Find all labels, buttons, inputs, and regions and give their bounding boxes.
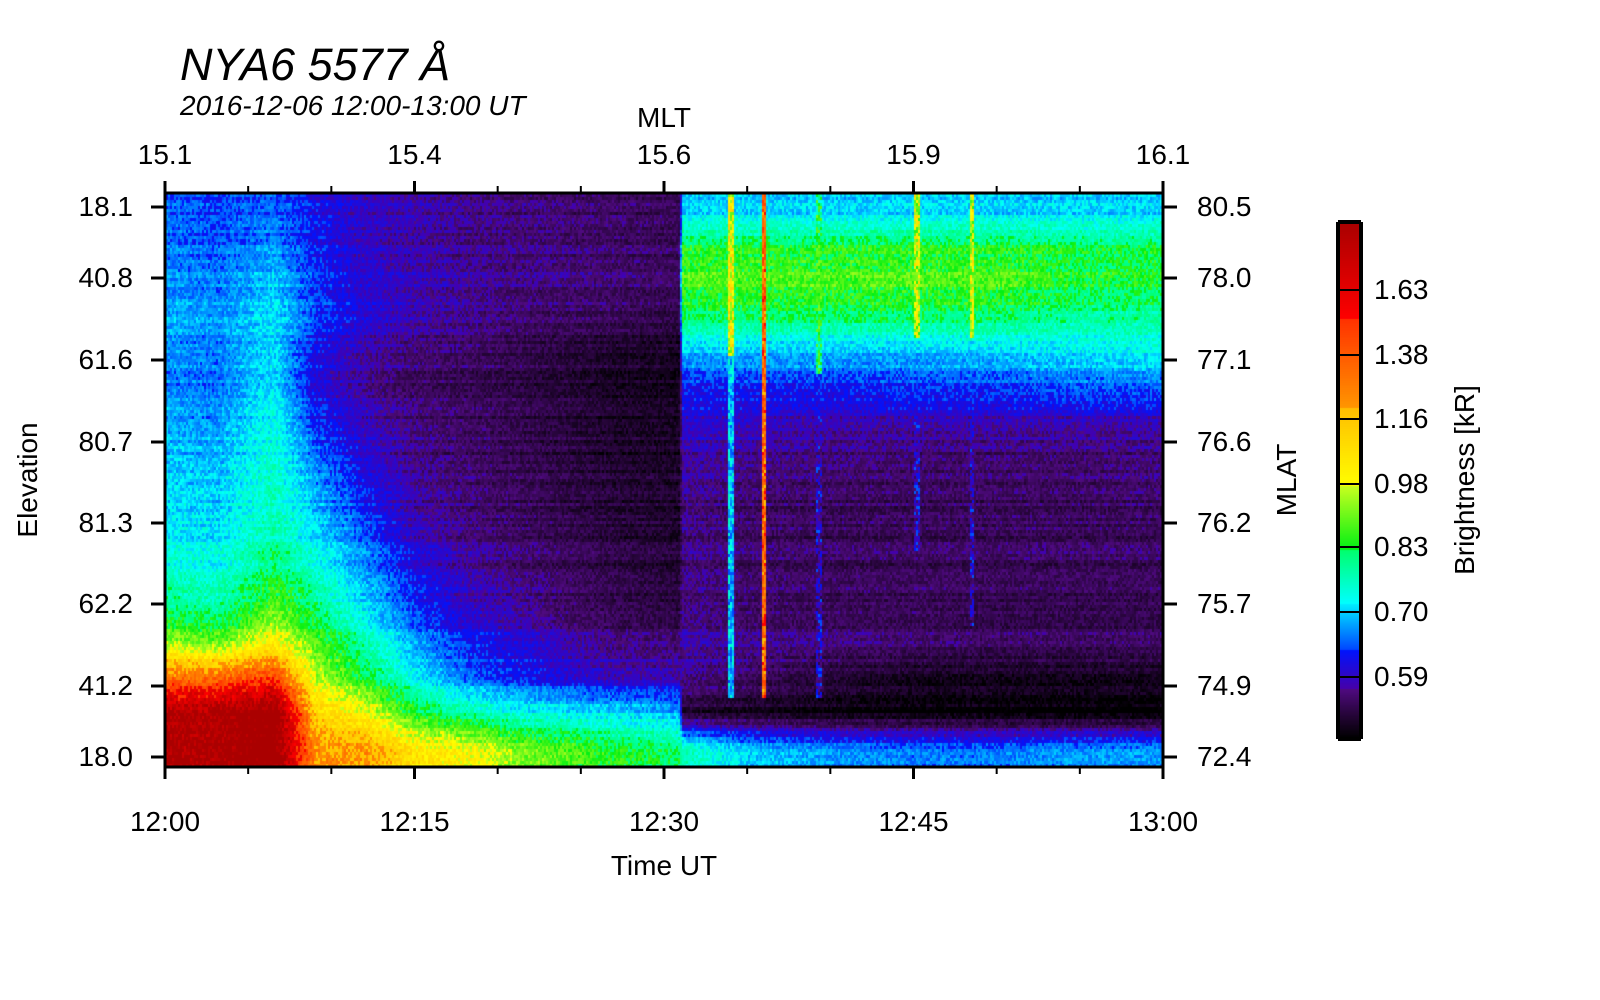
x-top-tick-label: 15.4 — [387, 139, 442, 170]
y-left-tick-label: 18.0 — [78, 741, 134, 772]
chart-title: NYA6 5577 Å — [180, 39, 451, 90]
y-left-tick-label: 40.8 — [78, 262, 134, 293]
y-right-tick-label: 75.7 — [1197, 588, 1252, 619]
y-right-tick-label: 78.0 — [1197, 262, 1252, 293]
chart-subtitle: 2016-12-06 12:00-13:00 UT — [180, 90, 526, 121]
colorbar-tick-label: 0.98 — [1374, 468, 1429, 499]
colorbar-tick-label: 1.63 — [1374, 274, 1429, 305]
x-top-tick-label: 15.1 — [137, 139, 193, 170]
y-right-tick-label: 72.4 — [1197, 741, 1252, 772]
y-right-tick-label: 74.9 — [1197, 670, 1252, 701]
y-left-tick-label: 62.2 — [78, 588, 134, 619]
x-tick-label: 12:00 — [129, 806, 201, 837]
colorbar-tick-label: 0.59 — [1374, 661, 1429, 692]
y-left-tick-label: 61.6 — [78, 344, 134, 375]
x-tick-label: 12:15 — [379, 806, 450, 837]
y-left-tick-label: 41.2 — [78, 670, 134, 701]
y-left-tick-label: 18.1 — [78, 191, 134, 222]
colorbar-tick-label: 0.70 — [1374, 596, 1429, 627]
y-right-tick-label: 77.1 — [1197, 344, 1252, 375]
colorbar-tick-label: 1.38 — [1374, 339, 1429, 370]
x-tick-label: 12:30 — [628, 806, 700, 837]
y-right-tick-label: 76.6 — [1197, 426, 1252, 457]
colorbar — [1339, 223, 1360, 738]
y-left-tick-label: 80.7 — [78, 426, 134, 457]
colorbar-tick-label: 1.16 — [1374, 403, 1429, 434]
x-top-tick-label: 15.9 — [886, 139, 941, 170]
y-right-tick-label: 76.2 — [1197, 507, 1252, 538]
keogram-heatmap — [166, 194, 1163, 767]
y-left-tick-label: 81.3 — [78, 507, 134, 538]
x-tick-label: 13:00 — [1127, 806, 1199, 837]
colorbar-tick-label: 0.83 — [1374, 531, 1429, 562]
x-top-tick-label: 16.1 — [1135, 139, 1191, 170]
y-right-tick-label: 80.5 — [1197, 191, 1252, 222]
top-axis-label: MLT — [637, 102, 691, 133]
x-axis-label: Time UT — [610, 850, 718, 881]
x-top-tick-label: 15.6 — [636, 139, 692, 170]
x-tick-label: 12:45 — [878, 806, 949, 837]
